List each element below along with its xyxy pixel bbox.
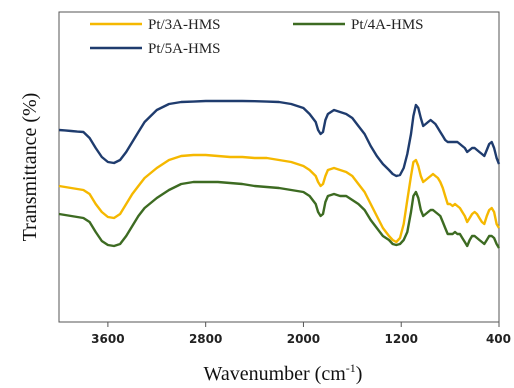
x-axis-title: Wavenumber (cm-1)	[204, 361, 363, 385]
series-line-pt-5a-hms	[58, 99, 501, 178]
series-line-pt-4a-hms	[58, 180, 501, 249]
legend: Pt/3A-HMS Pt/4A-HMS Pt/5A-HMS	[90, 17, 424, 57]
y-axis-title: Transmittance (%)	[19, 93, 41, 242]
x-axis-title-main: Wavenumber (cm	[204, 363, 347, 385]
x-ticks: 3600 2800 2000 1200 400	[91, 322, 511, 346]
legend-label: Pt/3A-HMS	[148, 17, 221, 33]
x-axis-title-superscript: -1	[346, 361, 356, 375]
series-line-pt-3a-hms	[58, 153, 501, 244]
plot-frame	[58, 11, 500, 323]
x-tick-label: 2000	[287, 332, 320, 346]
x-tick-label: 3600	[91, 332, 124, 346]
x-tick-label: 400	[486, 332, 511, 346]
x-tick-label: 2800	[189, 332, 222, 346]
x-tick-label: 1200	[385, 332, 418, 346]
legend-label: Pt/5A-HMS	[148, 41, 221, 57]
legend-label: Pt/4A-HMS	[351, 17, 424, 33]
x-axis-title-close: )	[356, 363, 363, 385]
series-layer	[58, 99, 501, 249]
